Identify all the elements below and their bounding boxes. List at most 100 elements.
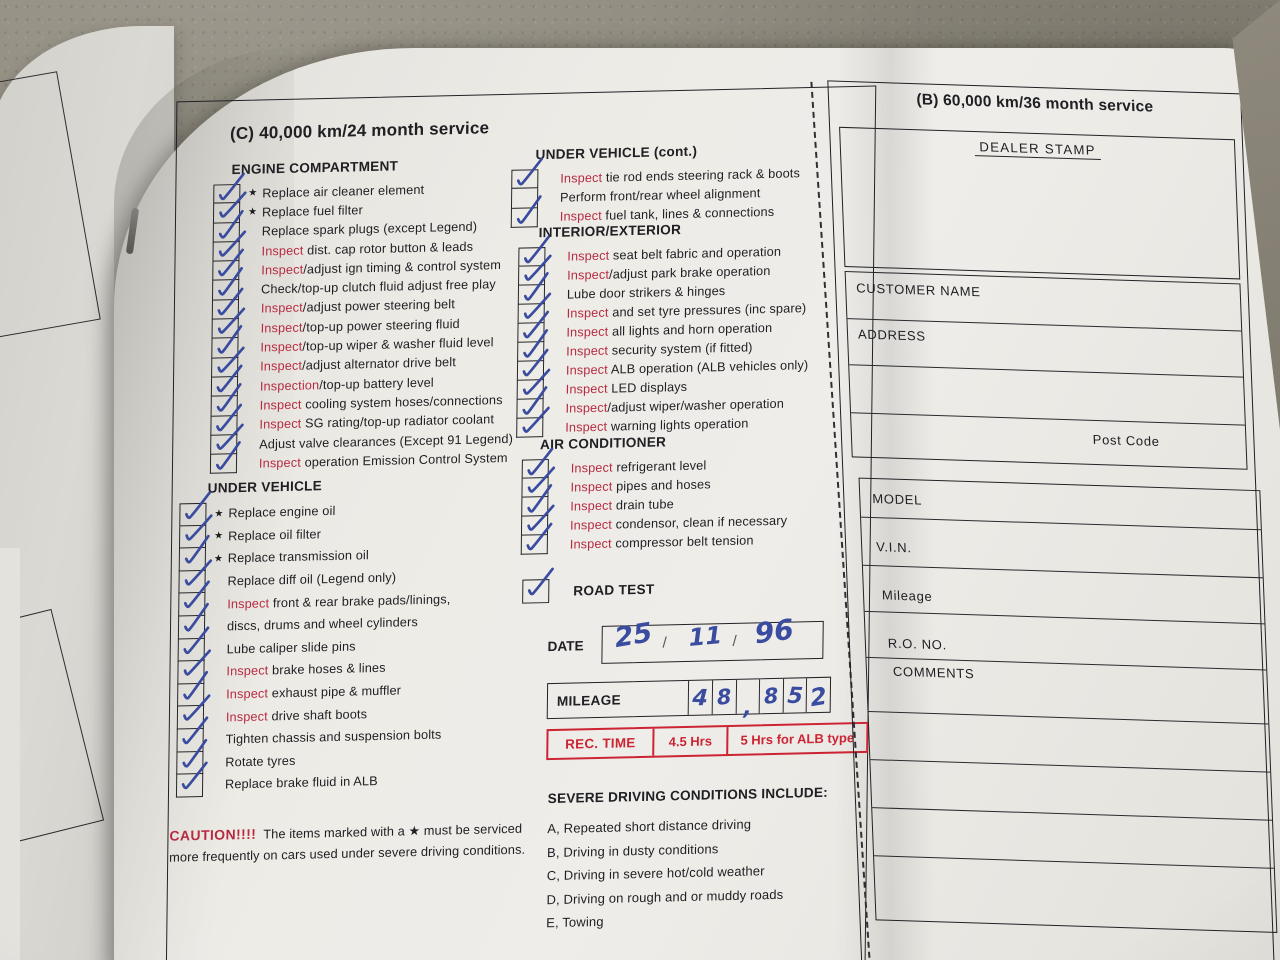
date-row: DATE 25 / 11 / 96 (547, 613, 824, 665)
mileage-write-line[interactable] (864, 610, 1265, 625)
checkbox[interactable] (177, 626, 210, 662)
checkbox[interactable] (177, 670, 209, 707)
checkbox[interactable] (210, 383, 242, 417)
comments-write-line[interactable] (868, 710, 1269, 725)
checkbox[interactable] (518, 235, 550, 267)
checkbox[interactable] (211, 307, 246, 340)
checkbox[interactable] (212, 248, 244, 282)
checkbox[interactable] (212, 209, 244, 243)
checkbox[interactable] (212, 191, 247, 224)
section-under-vehicle: UNDER VEHICLE (175, 475, 452, 798)
checkbox[interactable] (178, 580, 210, 617)
checkbox[interactable] (212, 267, 243, 301)
item-label: Inspect warning lights operation (565, 415, 749, 435)
checkbox[interactable] (516, 386, 548, 419)
check-tick-icon (185, 491, 212, 520)
checkbox[interactable] (522, 567, 554, 604)
vin-write-line[interactable] (862, 564, 1263, 579)
item-label: Replace diff oil (Legend only) (227, 570, 397, 589)
checkbox[interactable] (520, 522, 553, 555)
item-label: Check/top-up clutch fluid adjust free pl… (261, 277, 496, 297)
check-tick-icon (523, 329, 549, 358)
checkbox[interactable] (510, 194, 542, 228)
under-vehicle-cont-ladder (510, 157, 543, 228)
checkbox[interactable] (210, 403, 243, 436)
checkbox[interactable] (211, 325, 243, 359)
vin-label: V.I.N. (875, 539, 912, 556)
handwritten-month: 11 (687, 621, 723, 653)
checkbox[interactable] (175, 761, 208, 798)
item-label: Rotate tyres (225, 753, 296, 770)
item-label: Inspect refrigerant level (570, 457, 707, 476)
engine-checklist-ladder (209, 172, 247, 475)
dealer-stamp-area[interactable]: DEALER STAMP (839, 126, 1241, 280)
checkbox[interactable] (521, 466, 556, 498)
item-label: Tighten chassis and suspension bolts (225, 727, 442, 747)
checkbox[interactable] (178, 513, 213, 549)
checkbox[interactable] (177, 602, 209, 640)
checkbox[interactable] (176, 738, 208, 775)
item-label: Inspect/adjust park brake operation (567, 263, 771, 283)
comments-write-line[interactable] (870, 759, 1271, 773)
item-label: Inspect/top-up wiper & washer fluid leve… (260, 335, 494, 355)
item-label: Inspect condensor, clean if necessary (569, 513, 788, 533)
checkbox[interactable] (516, 348, 549, 381)
mileage-cell[interactable]: 8 (711, 679, 736, 715)
check-tick-icon (527, 466, 556, 493)
checkbox[interactable] (517, 272, 549, 305)
checkbox[interactable] (210, 364, 243, 397)
handwritten-digit: 8 (716, 684, 733, 710)
check-tick-icon (522, 386, 548, 415)
checkbox[interactable] (517, 329, 549, 362)
mileage-cell[interactable]: , (735, 679, 760, 720)
item-label: Replace oil filter (228, 527, 322, 544)
customer-box: CUSTOMER NAME ADDRESS Post Code (844, 271, 1248, 470)
mileage-cell[interactable]: 8 (758, 678, 783, 714)
checkbox[interactable] (179, 491, 212, 527)
checkbox[interactable] (176, 694, 211, 730)
checkbox[interactable] (177, 649, 212, 685)
handwritten-digit: 4 (692, 684, 710, 711)
checkbox[interactable] (521, 484, 553, 517)
checkbox[interactable] (517, 310, 550, 343)
check-tick-icon (182, 716, 209, 745)
checkbox[interactable] (516, 406, 550, 438)
checkbox[interactable] (521, 447, 554, 479)
date-label: DATE (547, 637, 584, 654)
checkbox[interactable] (178, 559, 213, 594)
page-stack-edge (0, 548, 20, 960)
mileage-cell[interactable]: 5 (782, 678, 807, 713)
checkbox[interactable] (178, 535, 210, 572)
check-tick-icon (217, 307, 246, 334)
rec-time-label: REC. TIME (565, 735, 636, 752)
section-interior-exterior: INTERIOR/EXTERIOR (516, 219, 810, 438)
checkbox[interactable] (213, 172, 245, 204)
comments-write-line[interactable] (872, 807, 1273, 821)
checkbox[interactable] (518, 254, 552, 286)
item-label: Inspect SG rating/top-up radiator coolan… (259, 412, 495, 432)
checkbox[interactable] (520, 504, 555, 536)
mileage-field[interactable]: MILEAGE 4 8 , 8 5 2 (546, 676, 832, 720)
check-tick-icon (522, 406, 550, 433)
checkbox[interactable] (176, 716, 209, 753)
checkbox[interactable] (517, 292, 552, 324)
check-tick-icon (219, 191, 247, 218)
model-write-line[interactable] (861, 516, 1261, 531)
check-tick-icon (218, 267, 243, 297)
checkbox[interactable] (211, 287, 244, 320)
engine-checklist: ★ Replace air cleaner element ★ Replace … (240, 178, 516, 474)
mileage-cell[interactable]: 4 (688, 680, 713, 715)
interior-ladder (516, 235, 552, 438)
item-label: Replace spark plugs (except Legend) (261, 219, 478, 239)
checkbox[interactable] (511, 157, 543, 190)
date-field[interactable]: 25 / 11 / 96 (601, 613, 824, 664)
check-tick-icon (183, 694, 211, 721)
rec-time-standard: 4.5 Hrs (652, 727, 727, 756)
checkbox[interactable] (209, 441, 241, 475)
checkbox[interactable] (210, 423, 244, 455)
checkbox[interactable] (212, 230, 247, 262)
check-tick-icon (181, 761, 208, 790)
comments-write-line[interactable] (874, 855, 1274, 869)
checkbox[interactable] (211, 346, 245, 378)
checkbox[interactable] (516, 368, 551, 400)
